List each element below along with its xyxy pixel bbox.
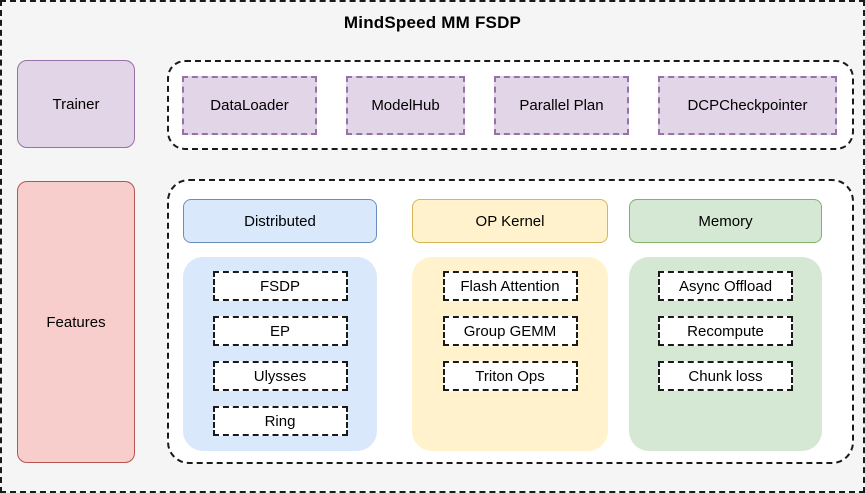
feature-item-group-gemm: Group GEMM xyxy=(442,316,578,346)
group-header-op-kernel: OP Kernel xyxy=(412,199,608,243)
feature-item-flash-attention: Flash Attention xyxy=(442,271,578,301)
trainer-label: Trainer xyxy=(52,95,100,113)
group-content-distributed: FSDP EP Ulysses Ring xyxy=(183,257,377,451)
features-groups-container: Distributed FSDP EP Ulysses Ring OP Kern… xyxy=(167,179,854,464)
feature-item-ring: Ring xyxy=(212,406,348,436)
group-header-distributed: Distributed xyxy=(183,199,377,243)
feature-item-flash-attention-label: Flash Attention xyxy=(460,277,560,295)
component-dcpcheckpointer-label: DCPCheckpointer xyxy=(687,97,808,114)
feature-item-triton-ops-label: Triton Ops xyxy=(475,367,545,385)
feature-item-ulysses: Ulysses xyxy=(212,361,348,391)
feature-item-ep: EP xyxy=(212,316,348,346)
group-content-op-kernel: Flash Attention Group GEMM Triton Ops xyxy=(412,257,608,451)
component-dataloader: DataLoader xyxy=(182,76,317,135)
feature-item-chunk-loss: Chunk loss xyxy=(658,361,793,391)
component-dataloader-label: DataLoader xyxy=(210,97,289,114)
group-header-memory: Memory xyxy=(629,199,822,243)
feature-item-ulysses-label: Ulysses xyxy=(253,367,307,385)
feature-item-chunk-loss-label: Chunk loss xyxy=(688,367,763,385)
features-label: Features xyxy=(46,313,106,331)
feature-item-async-offload: Async Offload xyxy=(658,271,793,301)
diagram-title: MindSpeed MM FSDP xyxy=(343,13,522,32)
trainer-box: Trainer xyxy=(17,60,135,148)
component-modelhub-label: ModelHub xyxy=(371,97,440,114)
feature-item-async-offload-label: Async Offload xyxy=(678,277,773,295)
component-modelhub: ModelHub xyxy=(346,76,465,135)
group-header-memory-label: Memory xyxy=(698,212,753,230)
feature-item-fsdp: FSDP xyxy=(212,271,348,301)
component-parallel-plan: Parallel Plan xyxy=(494,76,629,135)
feature-item-ep-label: EP xyxy=(269,322,290,340)
component-parallel-plan-label: Parallel Plan xyxy=(519,97,604,114)
group-content-memory: Async Offload Recompute Chunk loss xyxy=(629,257,822,451)
feature-item-recompute-label: Recompute xyxy=(687,322,764,340)
feature-item-triton-ops: Triton Ops xyxy=(442,361,578,391)
features-box: Features xyxy=(17,181,135,463)
feature-item-group-gemm-label: Group GEMM xyxy=(463,322,557,340)
group-header-op-kernel-label: OP Kernel xyxy=(475,212,545,230)
components-container: DataLoader ModelHub Parallel Plan DCPChe… xyxy=(167,60,854,150)
feature-item-recompute: Recompute xyxy=(658,316,793,346)
feature-item-fsdp-label: FSDP xyxy=(259,277,300,295)
component-dcpcheckpointer: DCPCheckpointer xyxy=(658,76,837,135)
group-header-distributed-label: Distributed xyxy=(244,212,316,230)
feature-item-ring-label: Ring xyxy=(264,412,296,430)
